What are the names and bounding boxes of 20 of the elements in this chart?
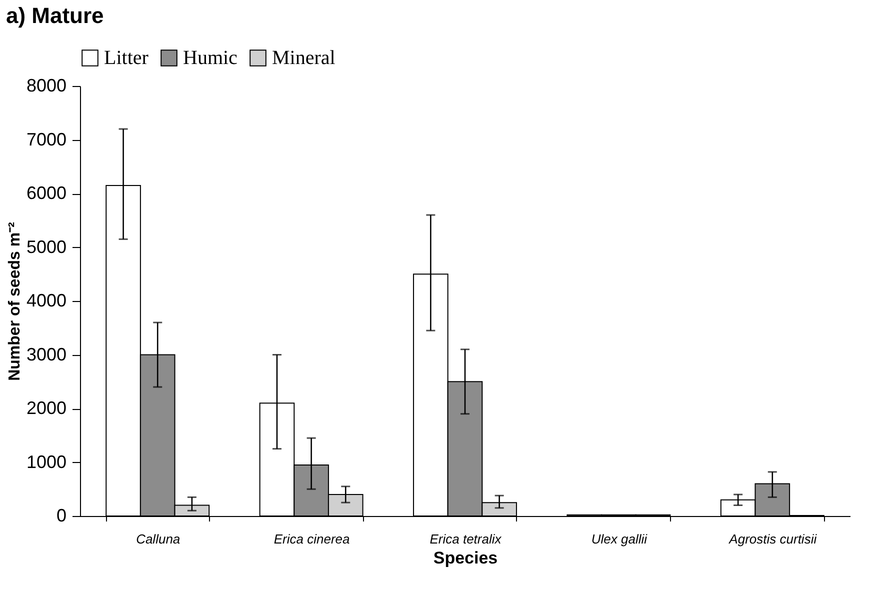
x-axis-title: Species [433, 548, 498, 568]
chart-title: a) Mature [6, 3, 104, 28]
x-tick-label: Agrostis curtisii [728, 532, 818, 546]
y-tick-label: 0 [56, 506, 66, 526]
x-tick-label: Erica tetralix [430, 532, 502, 546]
y-tick-label: 8000 [26, 76, 66, 96]
legend-label: Litter [104, 47, 149, 69]
y-tick-label: 2000 [26, 398, 66, 418]
y-tick-label: 1000 [26, 452, 66, 472]
y-axis-title: Number of seeds m⁻² [6, 222, 24, 381]
legend-label: Mineral [272, 47, 336, 69]
x-tick-label: Calluna [136, 532, 180, 546]
x-tick-label: Ulex gallii [591, 532, 648, 546]
legend-label: Humic [183, 47, 238, 69]
y-tick-label: 6000 [26, 183, 66, 203]
y-tick-label: 3000 [26, 344, 66, 364]
x-tick-label: Erica cinerea [274, 532, 350, 546]
y-tick-label: 5000 [26, 236, 66, 257]
y-tick-label: 4000 [26, 290, 66, 310]
y-tick-label: 7000 [26, 129, 66, 150]
